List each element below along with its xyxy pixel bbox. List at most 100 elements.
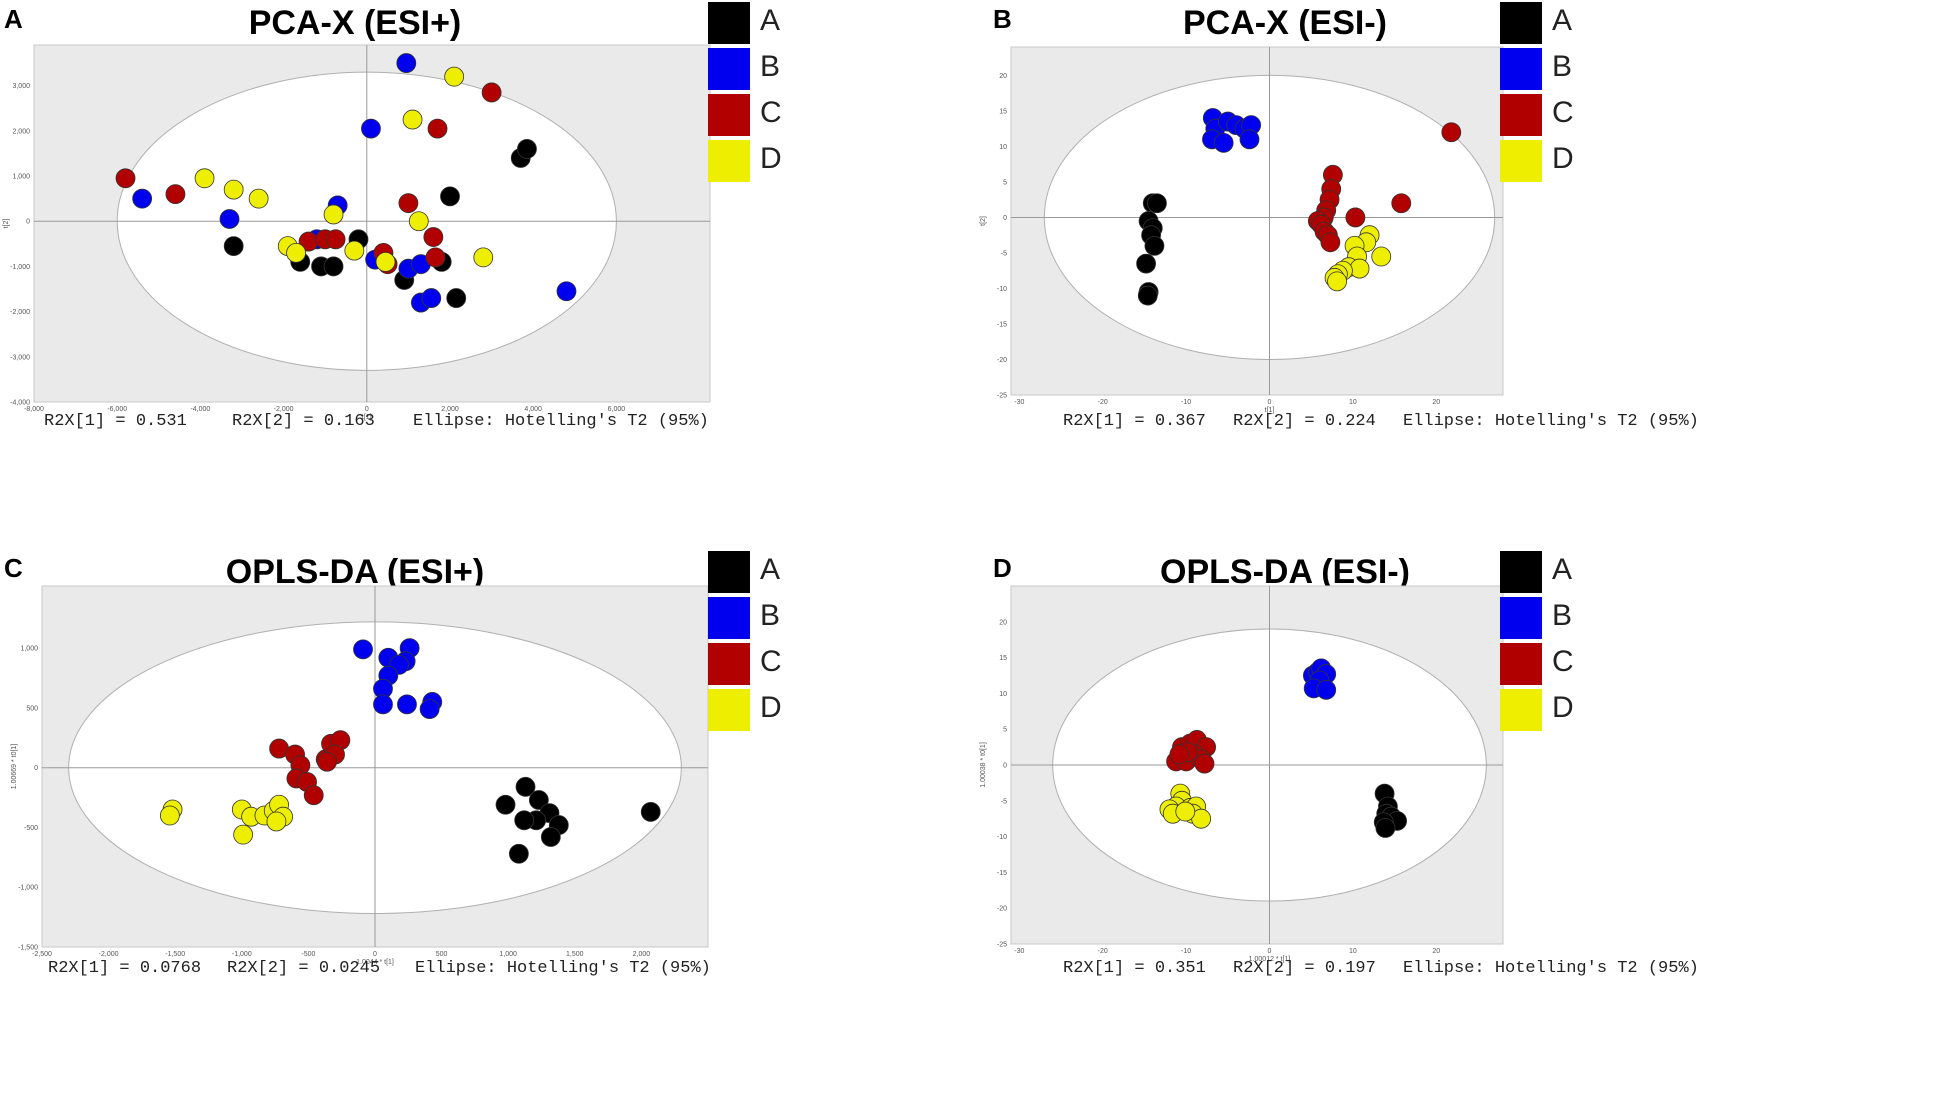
y-tick-label: 10 xyxy=(999,691,1007,698)
legend-swatch xyxy=(708,597,750,639)
legend-label: D xyxy=(760,142,782,175)
data-point-a xyxy=(440,186,460,207)
y-tick-label: 3,000 xyxy=(12,83,30,90)
data-point-d xyxy=(1175,801,1196,822)
x-tick-label: 2,000 xyxy=(441,406,459,413)
ellipse-stat: Ellipse: Hotelling's T2 (95%) xyxy=(1403,959,1699,978)
y-tick-label: 10 xyxy=(999,144,1007,151)
y-tick-label: -15 xyxy=(997,321,1007,328)
data-point-d xyxy=(223,179,244,200)
x-tick-label: -30 xyxy=(1014,948,1024,955)
legend-label: C xyxy=(760,96,782,129)
data-point-d xyxy=(323,204,344,225)
data-point-d xyxy=(233,824,254,845)
y-tick-label: -2,000 xyxy=(10,309,30,316)
data-point-a xyxy=(515,776,536,797)
x-tick-label: -4,000 xyxy=(190,406,210,413)
legend-item-b: B xyxy=(708,48,848,92)
data-point-c xyxy=(425,247,446,268)
legend-swatch xyxy=(1500,48,1542,90)
x-tick-label: -30 xyxy=(1014,399,1024,406)
data-point-a xyxy=(323,256,344,277)
legend-item-d: D xyxy=(708,689,848,733)
y-tick-label: 20 xyxy=(999,73,1007,80)
legend-swatch xyxy=(708,94,750,136)
y-tick-label: -20 xyxy=(997,357,1007,364)
legend-swatch xyxy=(708,2,750,44)
legend-label: D xyxy=(1552,142,1574,175)
legend-swatch xyxy=(708,551,750,593)
y-tick-label: 5 xyxy=(1003,179,1007,186)
data-point-b xyxy=(132,188,153,209)
x-tick-label: 6,000 xyxy=(608,406,626,413)
x-axis-label: t[1] xyxy=(1265,407,1275,414)
legend-item-d: D xyxy=(1500,689,1640,733)
data-point-a xyxy=(517,139,537,159)
data-point-b xyxy=(353,639,373,660)
y-tick-label: -15 xyxy=(997,870,1007,877)
data-point-b xyxy=(421,288,442,308)
x-tick-label: -1,500 xyxy=(165,951,185,958)
data-point-c xyxy=(1391,193,1412,214)
legend-item-c: C xyxy=(708,643,848,687)
legend-label: D xyxy=(1552,691,1574,724)
r2x2-stat: R2X[2] = 0.163 xyxy=(232,412,375,431)
data-point-c xyxy=(115,168,136,189)
data-point-b xyxy=(419,699,440,720)
data-point-c xyxy=(1194,753,1215,774)
legend-label: D xyxy=(760,691,782,724)
x-tick-label: 20 xyxy=(1432,948,1440,955)
panel-d: D OPLS-DA (ESI-) -30 -20 -10 0 10 20 -25 -20 -15… xyxy=(975,549,1950,1098)
legend-swatch xyxy=(1500,597,1542,639)
data-point-c xyxy=(398,193,419,214)
panel-label: A xyxy=(4,4,23,34)
r2x1-stat: R2X[1] = 0.531 xyxy=(44,412,187,431)
panel-a: A PCA-X (ESI+) -8,000 -6,000 -4,000 -2,000 0… xyxy=(0,0,975,549)
y-tick-label: 15 xyxy=(999,108,1007,115)
x-tick-label: -2,000 xyxy=(274,406,294,413)
panel-label: B xyxy=(993,4,1012,34)
legend-swatch xyxy=(1500,643,1542,685)
y-tick-label: -1,000 xyxy=(10,264,30,271)
data-point-b xyxy=(219,209,240,229)
legend-label: B xyxy=(1552,50,1573,83)
data-point-c xyxy=(427,118,448,139)
x-tick-label: -10 xyxy=(1181,399,1191,406)
data-point-d xyxy=(194,168,215,189)
x-tick-label: 1,000 xyxy=(499,951,517,958)
y-tick-label: 0 xyxy=(1003,215,1007,222)
y-tick-label: -4,000 xyxy=(10,400,30,407)
legend-label: B xyxy=(760,599,781,632)
y-tick-label: -10 xyxy=(997,834,1007,841)
y-tick-label: -5 xyxy=(1001,250,1007,257)
legend-item-b: B xyxy=(708,597,848,641)
y-tick-label: -3,000 xyxy=(10,354,30,361)
legend-label: B xyxy=(1552,599,1573,632)
data-point-a xyxy=(540,827,561,847)
legend-swatch xyxy=(708,689,750,731)
y-tick-label: 0 xyxy=(34,765,38,772)
y-tick-label: 500 xyxy=(26,705,38,712)
legend-item-c: C xyxy=(1500,643,1640,687)
data-point-c xyxy=(303,785,324,806)
data-point-b xyxy=(361,118,381,139)
legend-swatch xyxy=(1500,94,1542,136)
data-point-d xyxy=(1349,258,1370,279)
x-axis-label: t[1] xyxy=(362,414,372,421)
x-tick-label: 0 xyxy=(1268,399,1272,406)
data-point-a xyxy=(508,843,529,864)
x-tick-label: 0 xyxy=(373,951,377,958)
data-point-c xyxy=(1441,122,1462,143)
legend-label: C xyxy=(1552,645,1574,678)
x-tick-label: -500 xyxy=(301,951,315,958)
data-point-a xyxy=(1144,235,1165,256)
data-point-a xyxy=(446,288,467,308)
legend-label: A xyxy=(1552,553,1573,586)
y-tick-label: 5 xyxy=(1003,727,1007,734)
legend-swatch xyxy=(1500,689,1542,731)
panel-b: B PCA-X (ESI-) -30 -20 -10 0 10 20 -25 -20 -15 -1… xyxy=(975,0,1950,549)
data-point-d xyxy=(266,811,287,832)
data-point-a xyxy=(1375,818,1396,838)
data-point-a xyxy=(1136,253,1156,274)
scatter-plot: -2,500 -2,000 -1,500 -1,000 -500 0 500 1,000 1,5… xyxy=(11,585,709,966)
